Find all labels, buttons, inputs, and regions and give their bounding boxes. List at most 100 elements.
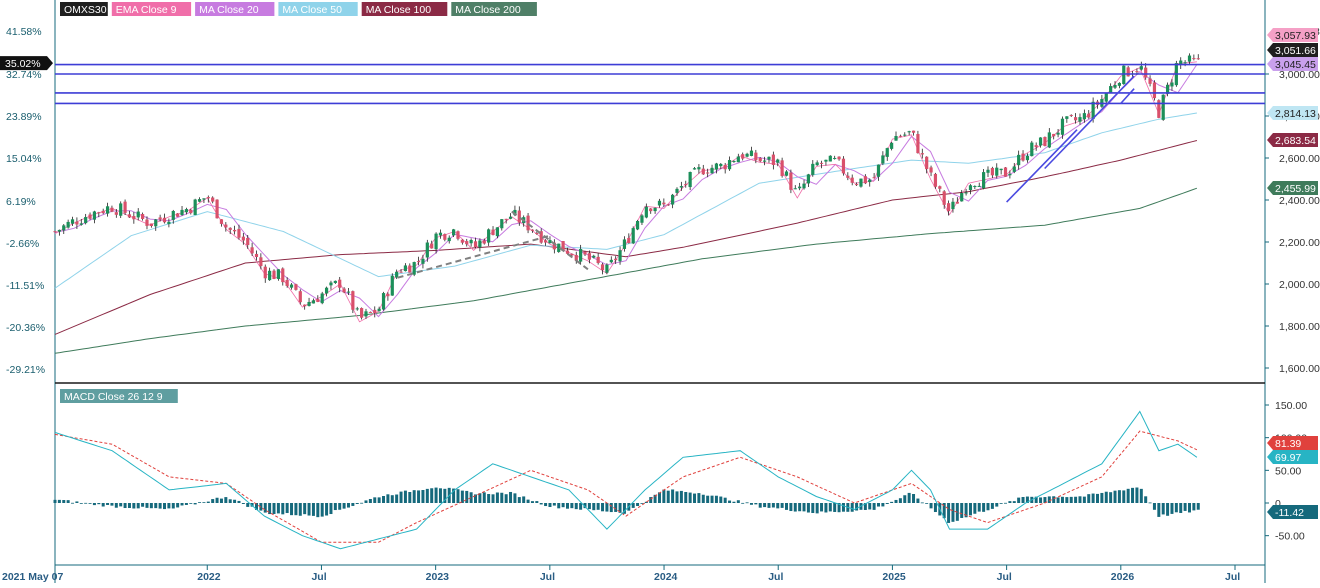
- macd-histogram-bar: [290, 503, 294, 516]
- price-candle: [224, 222, 228, 232]
- macd-histogram-bar: [430, 488, 434, 503]
- macd-histogram-bar: [767, 503, 771, 508]
- macd-histogram-bar: [622, 503, 626, 514]
- macd-histogram-bar: [342, 503, 346, 509]
- price-badge: 3,057.93: [1267, 28, 1318, 42]
- trend-line: [1120, 88, 1135, 104]
- macd-histogram-bar: [789, 503, 793, 512]
- macd-histogram-bar: [653, 494, 657, 503]
- x-axis-label: Jul: [768, 571, 783, 583]
- price-candle: [141, 212, 145, 221]
- legend-chip[interactable]: MA Close 50: [278, 2, 358, 16]
- macd-histogram-bar: [885, 503, 889, 504]
- macd-histogram-bar: [425, 488, 429, 503]
- macd-histogram-bar: [587, 503, 591, 510]
- price-candle: [381, 291, 386, 311]
- price-candle: [837, 156, 841, 161]
- price-candle: [473, 237, 478, 249]
- macd-histogram-bar: [1196, 503, 1200, 510]
- macd-histogram-bar: [1004, 502, 1008, 504]
- price-candle: [377, 306, 381, 312]
- legend-chip[interactable]: MA Close 200: [451, 2, 537, 16]
- price-candle: [644, 203, 648, 219]
- price-candle: [894, 131, 898, 141]
- macd-histogram-bar: [482, 492, 486, 503]
- right-axis-tick: 2,000.00: [1279, 279, 1320, 291]
- price-candle: [526, 212, 530, 234]
- macd-histogram-bar: [79, 503, 83, 504]
- macd-histogram-bar: [263, 503, 267, 513]
- macd-histogram-bar: [890, 501, 894, 503]
- macd-histogram-bar: [351, 503, 355, 506]
- macd-histogram-bar: [368, 498, 372, 503]
- left-axis-tick: -20.36%: [6, 322, 45, 334]
- price-candle: [504, 218, 508, 224]
- price-candle: [75, 217, 79, 229]
- macd-histogram-bar: [390, 495, 394, 503]
- legend-chip[interactable]: MA Close 20: [195, 2, 275, 16]
- macd-badge: -11.42: [1267, 505, 1318, 519]
- legend-chip[interactable]: OMXS30: [60, 2, 108, 16]
- price-candle: [320, 291, 324, 305]
- legend-chip[interactable]: MA Close 100: [361, 2, 448, 16]
- macd-histogram-bar: [539, 503, 543, 505]
- price-candle: [351, 290, 355, 314]
- macd-histogram-bar: [868, 503, 872, 510]
- macd-histogram-bar: [254, 503, 258, 510]
- macd-histogram-bar: [460, 490, 464, 503]
- macd-histogram-bar: [434, 487, 438, 503]
- macd-histogram-bar: [517, 497, 521, 503]
- macd-histogram-bar: [780, 503, 784, 508]
- macd-legend-chip[interactable]: MACD Close 26 12 9: [60, 389, 178, 403]
- price-candle: [355, 306, 359, 311]
- price-candle: [1117, 82, 1122, 89]
- macd-histogram-bar: [298, 503, 302, 516]
- macd-histogram-bar: [806, 503, 810, 513]
- trend-line: [1044, 75, 1135, 170]
- macd-histogram-bar: [881, 503, 885, 507]
- svg-text:-11.42: -11.42: [1275, 507, 1304, 519]
- macd-histogram-bar: [149, 503, 153, 509]
- price-candle: [469, 238, 473, 247]
- macd-histogram-bar: [1166, 503, 1170, 516]
- price-candle: [1192, 54, 1196, 61]
- svg-text:3,051.66: 3,051.66: [1275, 45, 1316, 57]
- macd-histogram-bar: [982, 503, 986, 512]
- macd-histogram-bar: [916, 498, 920, 503]
- macd-histogram-bar: [723, 497, 727, 503]
- price-candle: [478, 238, 482, 252]
- price-candle: [1113, 81, 1117, 90]
- ma-200-line: [54, 187, 1198, 354]
- macd-histogram-bar: [114, 503, 118, 508]
- price-candle: [70, 216, 75, 226]
- macd-histogram-bar: [180, 503, 184, 506]
- macd-histogram-bar: [693, 493, 697, 503]
- price-candle: [592, 254, 596, 259]
- price-candle: [828, 155, 832, 162]
- price-candle: [189, 208, 193, 215]
- macd-histogram-bar: [215, 497, 219, 503]
- macd-histogram-bar: [127, 503, 131, 508]
- price-candle: [841, 156, 846, 176]
- price-candle: [968, 184, 973, 195]
- price-candle: [101, 208, 105, 215]
- price-candle: [132, 212, 136, 224]
- macd-histogram-bar: [933, 503, 937, 513]
- price-candle: [338, 276, 342, 293]
- macd-signal-line: [54, 430, 1198, 543]
- price-candle: [268, 267, 272, 281]
- macd-histogram-bar: [198, 502, 202, 503]
- macd-histogram-bar: [671, 489, 675, 503]
- macd-histogram-bar: [53, 499, 57, 503]
- svg-text:3,057.93: 3,057.93: [1275, 30, 1316, 42]
- legend-chip[interactable]: EMA Close 9: [111, 2, 192, 16]
- macd-histogram-bar: [193, 503, 197, 505]
- price-candle: [754, 149, 758, 164]
- price-candle: [955, 197, 959, 204]
- macd-histogram-bar: [136, 503, 140, 509]
- price-candle: [736, 153, 740, 163]
- price-candle: [1179, 57, 1183, 69]
- macd-histogram-bar: [802, 503, 806, 512]
- price-candle: [863, 174, 867, 185]
- price-candle: [500, 218, 504, 231]
